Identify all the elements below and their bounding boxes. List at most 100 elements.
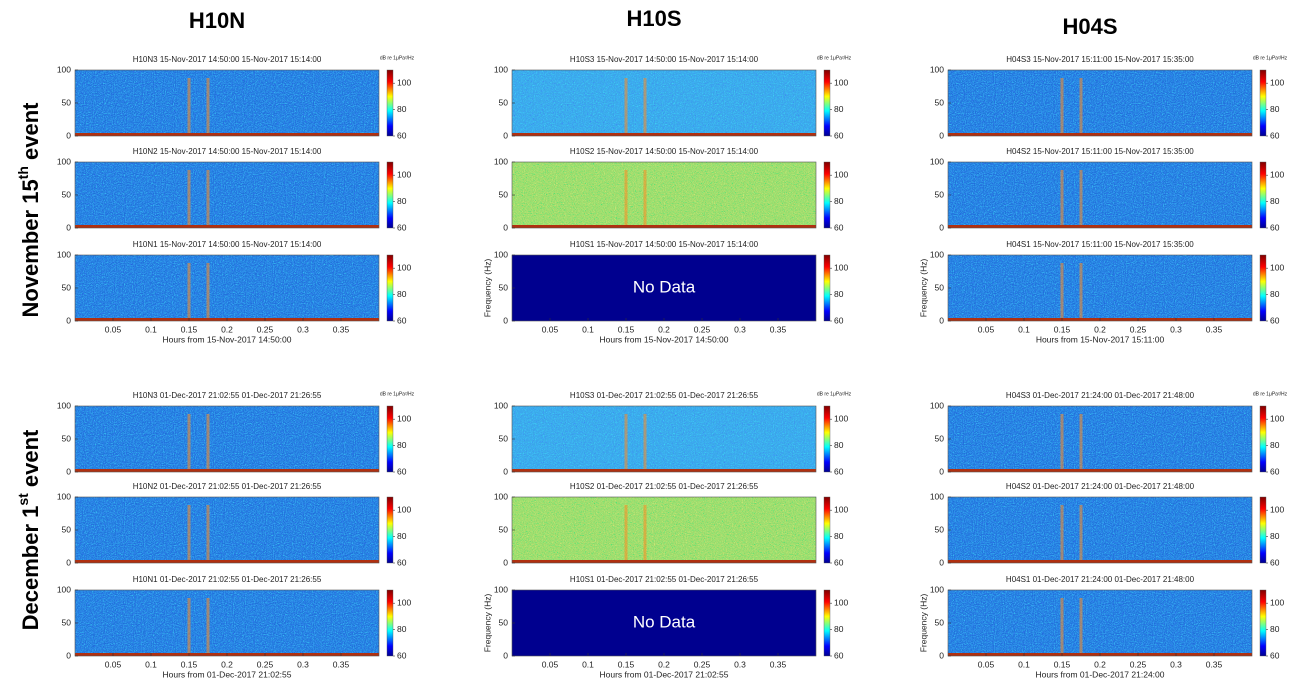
x-tick-label: 0.15 — [1054, 324, 1071, 334]
y-axis-label: Frequency (Hz) — [918, 259, 928, 318]
no-data-area — [512, 255, 816, 321]
event-streak — [1079, 414, 1083, 472]
colorbar-tick-label: 100 — [834, 504, 848, 514]
event-streak — [1060, 414, 1064, 472]
y-tick-label: 0 — [939, 130, 944, 140]
low-band — [948, 560, 1252, 563]
panel-title: H10N3 01-Dec-2017 21:02:55 01-Dec-2017 2… — [133, 391, 322, 400]
spectrogram-noise — [948, 70, 1252, 136]
y-tick-label: 0 — [939, 222, 944, 232]
colorbar-tick-label: 100 — [1270, 169, 1284, 179]
event-streak — [1060, 263, 1064, 321]
spectrogram-noise — [948, 162, 1252, 228]
colorbar-unit: dB re 1μPa²/Hz — [817, 391, 852, 397]
column-header: H10N — [189, 8, 245, 33]
event-streak — [1060, 505, 1064, 563]
spectrogram-noise — [75, 162, 379, 228]
low-band — [512, 225, 816, 228]
event-streak — [206, 505, 210, 563]
no-data-area — [512, 590, 816, 656]
row-label-part: November 15 — [18, 179, 43, 317]
event-streak — [187, 263, 191, 321]
x-tick-label: 0.35 — [333, 324, 350, 334]
y-tick-label: 0 — [503, 557, 508, 567]
low-band — [75, 560, 379, 563]
y-tick-label: 100 — [930, 156, 944, 166]
colorbar-tick-label: 100 — [834, 262, 848, 272]
colorbar-tick-label: 100 — [1270, 413, 1284, 423]
x-tick-label: 0.05 — [542, 659, 559, 669]
y-tick-label: 0 — [66, 557, 71, 567]
event-streak — [206, 170, 210, 228]
colorbar — [823, 69, 831, 137]
x-tick-label: 0.25 — [694, 659, 711, 669]
row-label-part: event — [18, 429, 43, 493]
event-streak — [206, 598, 210, 656]
x-axis-label: Hours from 15-Nov-2017 14:50:00 — [600, 334, 729, 344]
colorbar-tick-label: 60 — [397, 650, 407, 660]
y-tick-label: 50 — [499, 282, 509, 292]
event-streak — [643, 170, 647, 228]
y-tick-label: 100 — [57, 249, 71, 259]
y-tick-label: 100 — [930, 249, 944, 259]
colorbar-tick-label: 80 — [1270, 440, 1280, 450]
panel-title: H04S3 15-Nov-2017 15:11:00 15-Nov-2017 1… — [1006, 55, 1194, 64]
colorbar-tick-label: 60 — [1270, 222, 1280, 232]
y-tick-label: 0 — [939, 315, 944, 325]
x-tick-label: 0.15 — [181, 659, 198, 669]
event-streak — [187, 414, 191, 472]
y-tick-label: 50 — [499, 433, 509, 443]
y-axis-label: Frequency (Hz) — [482, 594, 492, 653]
colorbar-unit: dB re 1μPa²/Hz — [1253, 391, 1288, 397]
x-tick-label: 0.3 — [1170, 324, 1182, 334]
colorbar-tick-label: 60 — [397, 315, 407, 325]
low-band — [75, 469, 379, 472]
y-tick-label: 100 — [57, 400, 71, 410]
y-tick-label: 0 — [503, 222, 508, 232]
colorbar-tick-label: 60 — [1270, 466, 1280, 476]
y-tick-label: 50 — [935, 189, 945, 199]
colorbar-tick-label: 60 — [834, 650, 844, 660]
event-streak — [1079, 598, 1083, 656]
colorbar-tick-label: 100 — [1270, 597, 1284, 607]
spectrogram-noise — [75, 497, 379, 563]
panel-title: H04S1 15-Nov-2017 15:11:00 15-Nov-2017 1… — [1006, 240, 1194, 249]
colorbar — [823, 254, 831, 322]
y-tick-label: 50 — [62, 189, 72, 199]
colorbar-tick-label: 80 — [834, 624, 844, 634]
panel-title: H10N2 01-Dec-2017 21:02:55 01-Dec-2017 2… — [133, 482, 322, 491]
x-axis-label: Hours from 15-Nov-2017 14:50:00 — [163, 334, 292, 344]
colorbar-tick-label: 60 — [1270, 557, 1280, 567]
y-tick-label: 100 — [930, 584, 944, 594]
event-streak — [1060, 78, 1064, 136]
x-axis-label: Hours from 01-Dec-2017 21:24:00 — [1036, 669, 1165, 679]
x-tick-label: 0.3 — [734, 324, 746, 334]
row-label: November 15th event — [15, 102, 43, 318]
x-tick-label: 0.3 — [734, 659, 746, 669]
colorbar-tick-label: 80 — [1270, 104, 1280, 114]
low-band — [512, 469, 816, 472]
y-tick-label: 100 — [57, 491, 71, 501]
colorbar-tick-label: 80 — [1270, 196, 1280, 206]
y-tick-label: 100 — [930, 491, 944, 501]
event-streak — [187, 505, 191, 563]
spectrogram-noise — [948, 497, 1252, 563]
y-tick-label: 50 — [935, 97, 945, 107]
colorbar-tick-label: 80 — [1270, 624, 1280, 634]
y-tick-label: 50 — [62, 282, 72, 292]
x-axis-label: Hours from 01-Dec-2017 21:02:55 — [163, 669, 292, 679]
y-tick-label: 100 — [494, 156, 508, 166]
event-streak — [187, 78, 191, 136]
colorbar — [386, 161, 394, 229]
event-streak — [206, 263, 210, 321]
colorbar-tick-label: 60 — [397, 557, 407, 567]
panel-title: H10S2 15-Nov-2017 14:50:00 15-Nov-2017 1… — [570, 147, 759, 156]
x-tick-label: 0.05 — [978, 324, 995, 334]
colorbar-tick-label: 100 — [397, 169, 411, 179]
y-tick-label: 50 — [62, 524, 72, 534]
low-band — [948, 225, 1252, 228]
colorbar-tick-label: 80 — [1270, 289, 1280, 299]
y-tick-label: 0 — [66, 650, 71, 660]
spectrogram-noise — [948, 406, 1252, 472]
row-label-part: th — [15, 166, 31, 179]
